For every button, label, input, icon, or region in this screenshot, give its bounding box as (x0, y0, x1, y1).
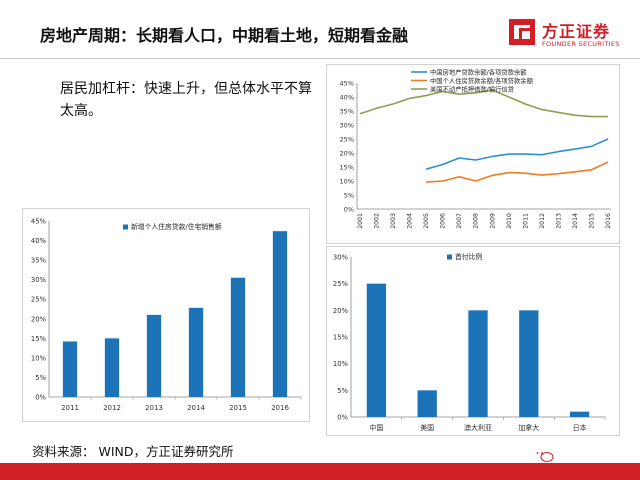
bar (519, 310, 539, 417)
x-tick-label: 2003 (390, 213, 397, 229)
x-tick-label: 2007 (456, 213, 463, 229)
y-tick-label: 5% (35, 374, 46, 382)
y-tick-label: 5% (344, 192, 354, 200)
x-tick-label: 2004 (407, 213, 414, 229)
x-tick-label: 2006 (440, 213, 447, 229)
y-tick-label: 30% (31, 276, 47, 284)
legend-label: 首付比例 (455, 252, 482, 261)
x-tick-label: 2013 (555, 213, 562, 229)
y-tick-label: 15% (31, 335, 47, 343)
leverage-line-chart-svg: 0% 5% 10% 15% 20% 25% 30% 35% 40% 45% 2001 2002 2003… (340, 67, 612, 229)
leverage-line-chart: 0% 5% 10% 15% 20% 25% 30% 35% 40% 45% 2001 2002 2003… (326, 64, 620, 244)
x-tick-label: 2010 (506, 213, 513, 229)
bar (230, 277, 246, 397)
x-tick-label: 2009 (489, 213, 496, 229)
x-tick-label: 2011 (61, 404, 79, 412)
legend-label: 中国个人住房贷款余额/各项贷款余额 (430, 76, 534, 85)
y-tick-label: 5% (337, 387, 348, 395)
y-tick-label: 10% (340, 178, 354, 186)
y-tick-label: 30% (333, 254, 349, 262)
series-line-2 (426, 161, 609, 183)
bar (569, 411, 590, 417)
down-payment-chart-svg: 0% 5% 10% 15% 20% 25% 30% 中国 美国 澳大利亚 加拿大 日本 首付比例 (333, 252, 606, 432)
x-tick-label: 2014 (187, 404, 205, 412)
x-tick-label: 加拿大 (518, 423, 539, 432)
legend-swatch (447, 254, 452, 260)
y-tick-label: 25% (333, 280, 349, 288)
legend-label: 中国房地产贷款余额/各项贷款余额 (430, 67, 527, 76)
y-tick-label: 0% (35, 394, 46, 402)
wechat-watermark: 泽平宏观 (532, 446, 632, 465)
mortgage-ratio-chart: 0% 5% 10% 15% 20% 25% 30% 35% 40% 45% 2011 2012 2013… (22, 208, 310, 422)
bar (62, 341, 78, 397)
x-tick-label: 澳大利亚 (464, 423, 492, 432)
footer-bar (0, 463, 640, 480)
x-tick-label: 2008 (473, 213, 480, 229)
down-payment-chart: 0% 5% 10% 15% 20% 25% 30% 中国 美国 澳大利亚 加拿大 日本 首付比例 (326, 246, 620, 436)
x-tick-label: 2001 (357, 213, 364, 229)
y-tick-label: 15% (340, 164, 354, 172)
title-divider (0, 58, 640, 59)
y-tick-label: 45% (31, 218, 47, 226)
logo-cn-text: 方正证券 (542, 22, 611, 41)
y-tick-label: 10% (31, 354, 47, 362)
x-tick-label: 2002 (374, 213, 381, 229)
page-title: 房地产周期：长期看人口，中期看土地，短期看金融 (40, 26, 409, 45)
y-tick-label: 35% (340, 108, 354, 116)
bar (417, 390, 437, 417)
x-tick-label: 日本 (573, 423, 587, 432)
y-tick-label: 25% (31, 296, 47, 304)
bar (272, 231, 288, 397)
founder-logo-icon (509, 19, 535, 45)
y-tick-label: 20% (333, 307, 349, 315)
bar (366, 283, 387, 417)
y-tick-label: 0% (344, 206, 354, 214)
x-tick-label: 2015 (229, 404, 247, 412)
legend-label: 美国不动产抵押借款/银行信贷 (430, 84, 514, 93)
y-tick-label: 35% (31, 257, 47, 265)
x-tick-label: 2012 (539, 213, 546, 229)
x-tick-label: 2012 (103, 404, 121, 412)
leverage-note: 居民加杠杆：快速上升，但总体水平不算太高。 (60, 81, 312, 119)
y-tick-label: 30% (340, 122, 354, 130)
y-tick-label: 45% (340, 80, 354, 88)
bar (468, 310, 488, 417)
x-tick-label: 2016 (271, 404, 289, 412)
y-tick-label: 40% (340, 94, 354, 102)
wechat-icon (533, 448, 554, 462)
bar (146, 314, 162, 397)
logo-en-text: FOUNDER SECURITIES (542, 40, 620, 48)
x-tick-label: 中国 (369, 423, 383, 432)
x-tick-label: 2016 (605, 213, 612, 229)
y-tick-label: 10% (333, 360, 349, 368)
x-tick-label: 2014 (572, 213, 579, 229)
x-tick-label: 2013 (145, 404, 163, 412)
series-line-1 (425, 138, 609, 170)
x-tick-label: 美国 (420, 423, 434, 432)
title-bar: 房地产周期：长期看人口，中期看土地，短期看金融 方正证券 FOUNDER SEC… (0, 0, 640, 58)
watermark-text: 泽平宏观 (556, 450, 609, 465)
y-tick-label: 15% (333, 334, 349, 342)
x-tick-label: 2005 (423, 213, 430, 229)
founder-logo: 方正证券 FOUNDER SECURITIES (508, 18, 636, 52)
data-source: 资料来源： WIND，方正证券研究所 (32, 444, 234, 459)
y-tick-label: 20% (31, 315, 47, 323)
series-line-3 (359, 89, 608, 118)
legend-swatch (123, 224, 128, 230)
bar (104, 338, 120, 397)
y-tick-label: 40% (31, 237, 47, 245)
bar (188, 307, 204, 397)
y-tick-label: 20% (340, 150, 354, 158)
x-tick-label: 2011 (522, 213, 529, 229)
legend-label: 新增个人住房贷款/住宅销售额 (131, 222, 222, 231)
mortgage-ratio-chart-svg: 0% 5% 10% 15% 20% 25% 30% 35% 40% 45% 2011 2012 2013… (31, 218, 302, 412)
x-tick-label: 2015 (588, 213, 595, 229)
y-tick-label: 0% (337, 414, 348, 422)
y-tick-label: 25% (340, 136, 354, 144)
